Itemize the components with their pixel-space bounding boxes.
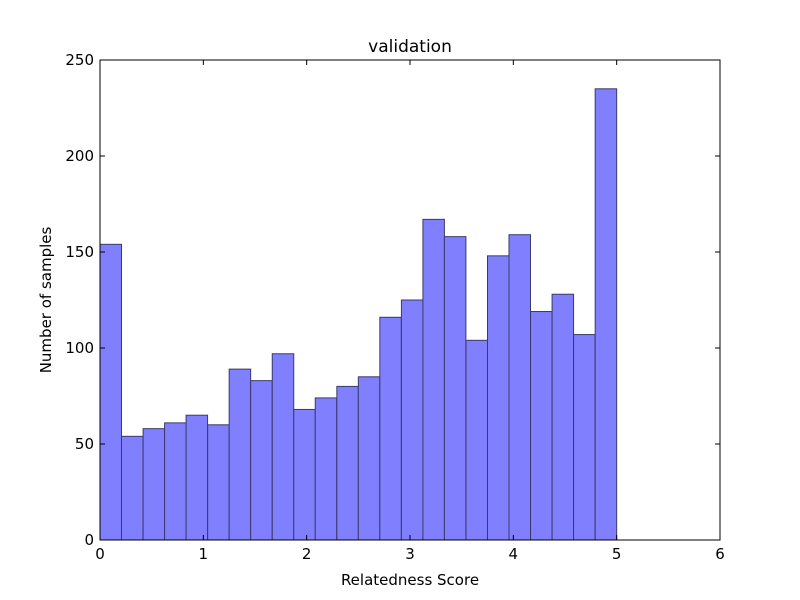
x-tick-label: 5	[612, 545, 622, 563]
x-tick-label: 1	[199, 545, 209, 563]
histogram-bar	[443, 236, 467, 541]
histogram-bar	[357, 376, 381, 541]
histogram-bar	[185, 414, 209, 541]
histogram-bar	[250, 380, 273, 541]
histogram-bar	[379, 316, 402, 541]
histogram-bar	[573, 334, 596, 541]
x-tick-label: 3	[405, 545, 415, 563]
x-tick-label: 4	[509, 545, 519, 563]
y-tick-label: 0	[84, 531, 94, 549]
histogram-bar	[530, 311, 553, 541]
histogram-bar	[207, 424, 230, 541]
bars-group	[99, 88, 618, 541]
y-tick-label: 250	[65, 51, 94, 69]
x-tick-label: 6	[715, 545, 725, 563]
histogram-bar	[336, 385, 359, 541]
y-ticks: 0 50 100 150 200 250	[65, 51, 720, 549]
y-axis-label: Number of samples	[37, 227, 55, 374]
x-ticks: 0 1 2 3 4 5 6	[95, 60, 725, 563]
histogram-bar	[228, 368, 252, 541]
histogram-bar	[465, 339, 488, 541]
x-tick-label: 2	[302, 545, 312, 563]
y-tick-label: 200	[65, 147, 94, 165]
plot-frame	[99, 59, 721, 541]
histogram-bar	[293, 408, 316, 541]
y-tick-label: 150	[65, 243, 94, 261]
histogram-bar	[551, 293, 575, 541]
y-tick-label: 100	[65, 339, 94, 357]
histogram-bar	[99, 243, 122, 541]
y-tick-label: 50	[75, 435, 94, 453]
histogram-bar	[487, 255, 510, 541]
histogram-bar	[422, 218, 445, 541]
histogram-bar	[142, 428, 166, 541]
x-axis-label: Relatedness Score	[341, 571, 479, 589]
histogram-bar	[271, 353, 295, 541]
histogram-bar	[594, 88, 618, 541]
x-tick-label: 0	[95, 545, 105, 563]
histogram-bar	[400, 299, 424, 541]
histogram-bar	[314, 397, 338, 541]
chart-title: validation	[368, 37, 452, 57]
histogram-bar	[120, 435, 144, 541]
histogram-bar	[164, 422, 187, 541]
histogram-bar	[508, 234, 531, 541]
